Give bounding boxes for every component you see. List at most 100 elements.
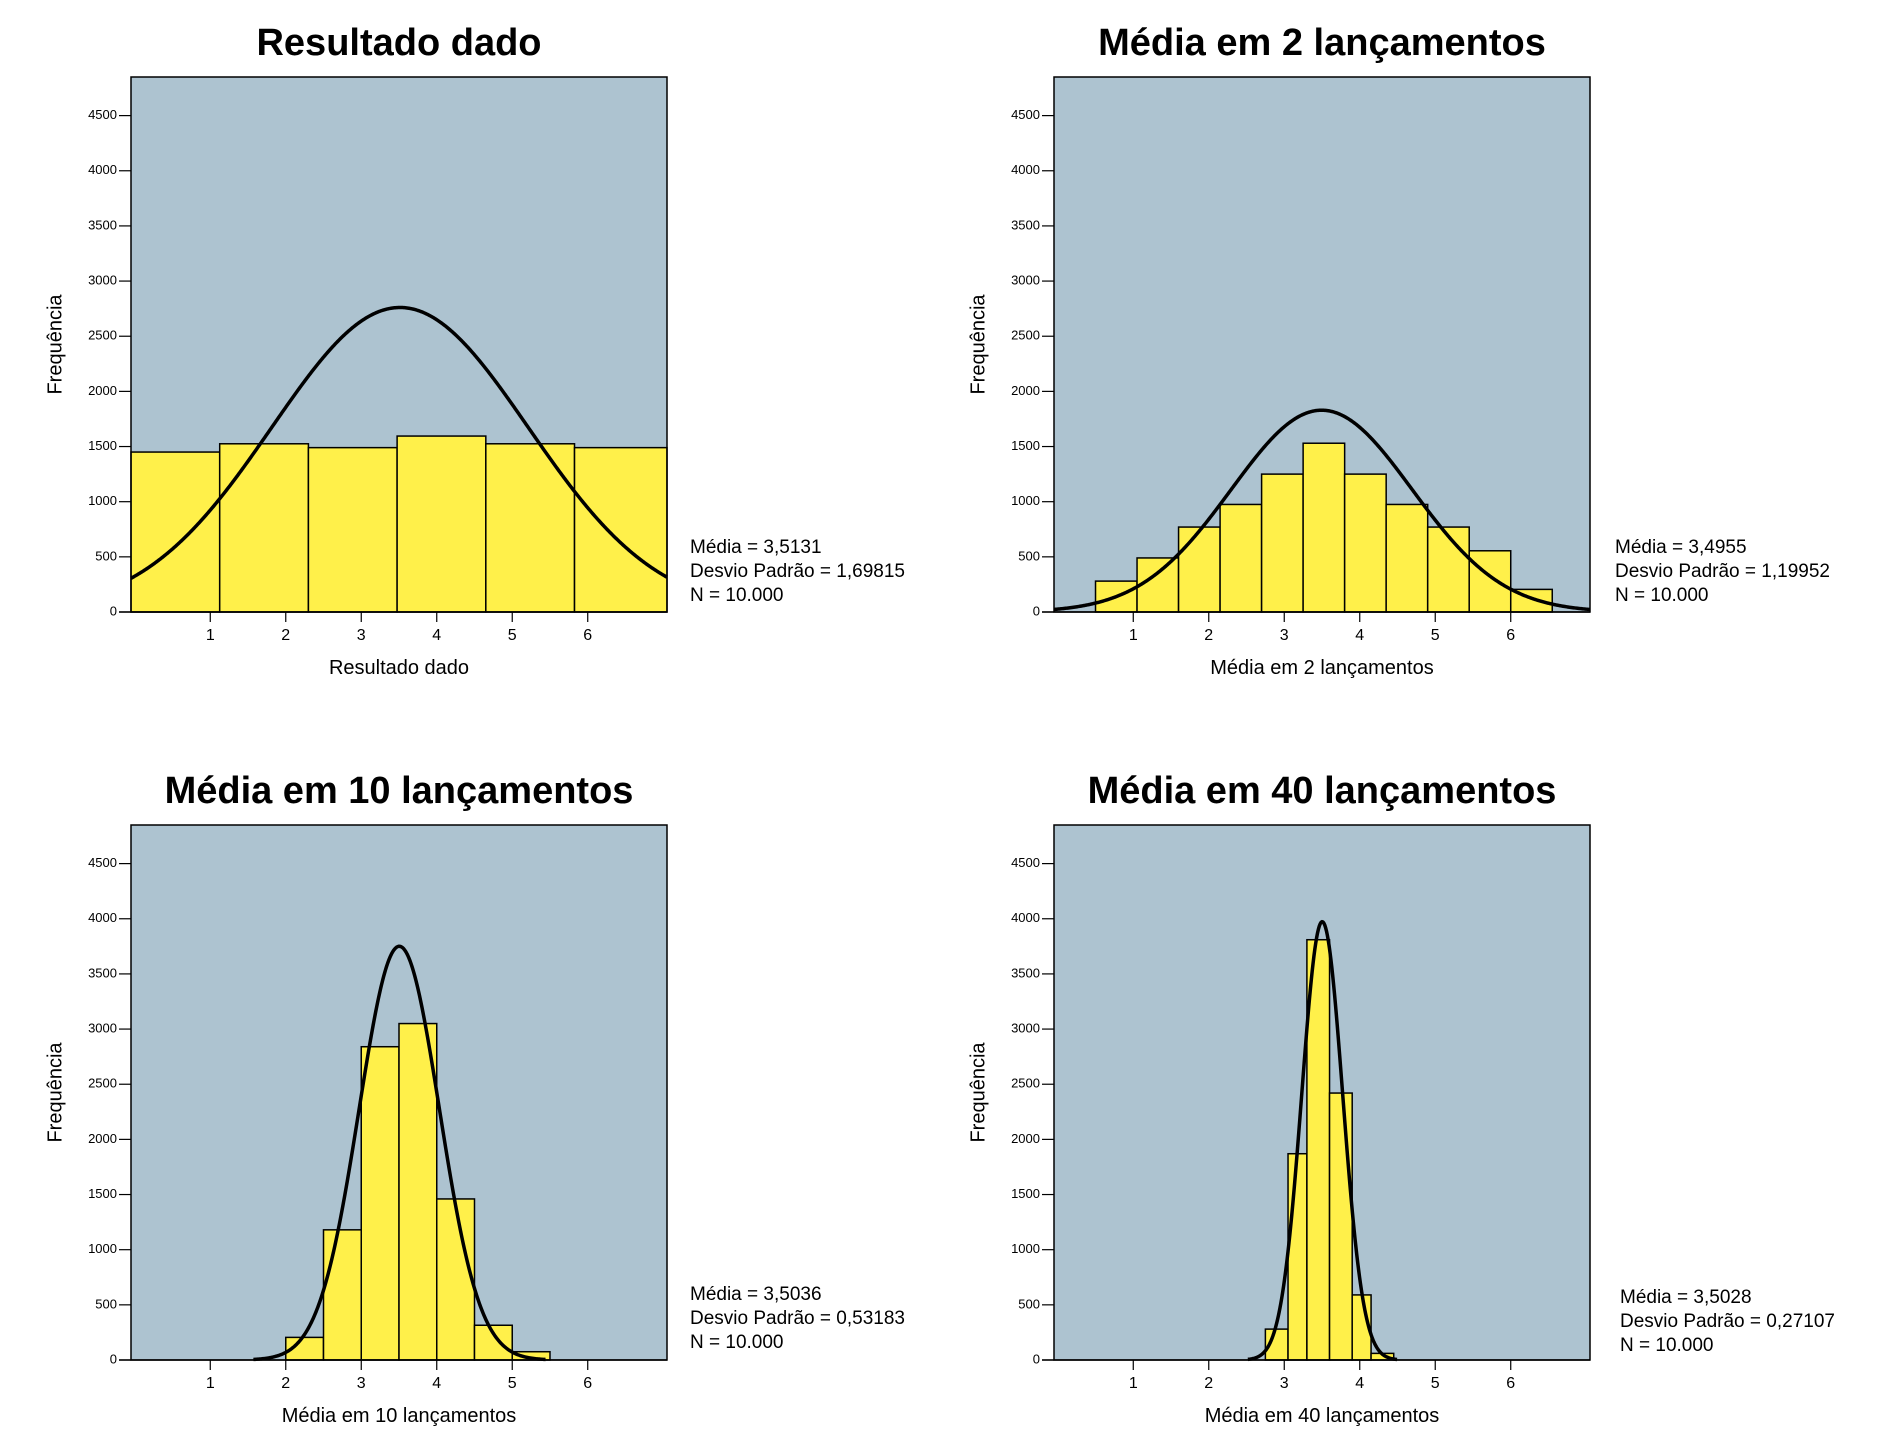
y-tick-label: 500 [1018,1296,1040,1311]
x-tick-label: 3 [357,1375,366,1392]
y-tick-label: 2000 [88,383,117,398]
stats-line: Média = 3,5036 [690,1284,822,1305]
y-tick-label: 3000 [1011,1021,1040,1036]
y-tick-label: 1500 [1011,438,1040,453]
y-axis-label: Frequência [967,1042,989,1143]
y-tick-label: 3000 [88,1021,117,1036]
y-tick-label: 500 [1018,548,1040,563]
y-tick-label: 1500 [88,1186,117,1201]
y-tick-label: 2500 [88,328,117,343]
x-tick-label: 4 [432,627,441,644]
stats-line: Desvio Padrão = 1,69815 [690,561,905,582]
y-tick-label: 3500 [1011,217,1040,232]
y-tick-label: 4500 [88,107,117,122]
x-tick-label: 6 [583,627,592,644]
stats-line: N = 10.000 [1620,1335,1714,1356]
histogram-bar [435,1198,476,1361]
histogram-bar [396,435,487,613]
histogram-bar [322,1229,363,1361]
histogram-bar [1385,503,1429,613]
x-tick-label: 2 [281,627,290,644]
y-tick-label: 2500 [1011,1076,1040,1091]
x-tick-label: 1 [206,1375,215,1392]
x-tick-label: 1 [1129,1375,1138,1392]
y-tick-label: 0 [1033,1351,1040,1366]
y-tick-label: 500 [95,1296,117,1311]
stats-line: N = 10.000 [690,1332,784,1353]
x-tick-label: 3 [1280,627,1289,644]
histogram-panel-3: Média em 10 lançamentos 0 500 1000 1500 2000 2… [44,770,905,1427]
histogram-bar [573,446,668,613]
stats-line: Média = 3,4955 [1615,537,1747,558]
y-tick-label: 2500 [88,1076,117,1091]
y-tick-label: 3000 [88,273,117,288]
y-tick-label: 4500 [88,855,117,870]
stats-line: N = 10.000 [690,585,784,606]
x-tick-label: 3 [357,627,366,644]
y-tick-label: 500 [95,548,117,563]
histogram-bar [1136,557,1180,613]
y-tick-label: 0 [1033,603,1040,618]
x-tick-label: 2 [1204,1375,1213,1392]
y-tick-label: 4000 [1011,910,1040,925]
x-tick-label: 5 [508,1375,517,1392]
stats-line: Desvio Padrão = 0,27107 [1620,1311,1835,1332]
histogram-bar [1426,526,1470,613]
y-tick-label: 4000 [1011,162,1040,177]
chart-title: Resultado dado [256,22,541,64]
x-axis-label: Média em 10 lançamentos [282,1405,517,1427]
y-tick-label: 3000 [1011,273,1040,288]
y-tick-label: 1000 [88,1241,117,1256]
x-tick-label: 4 [1355,627,1364,644]
y-axis-label: Frequência [44,1042,66,1143]
x-tick-label: 1 [206,627,215,644]
y-tick-label: 4500 [1011,107,1040,122]
y-tick-label: 1000 [1011,1241,1040,1256]
histogram-bar [1468,550,1512,613]
normal-curve [1247,919,1398,1362]
y-tick-label: 1000 [88,493,117,508]
x-axis-label: Média em 40 lançamentos [1205,1405,1440,1427]
x-tick-label: 6 [1506,1375,1515,1392]
x-tick-label: 1 [1129,627,1138,644]
histogram-panel-2: Média em 2 lançamentos050010001500200025… [967,22,1830,679]
x-tick-label: 3 [1280,1375,1289,1392]
chart-title: Média em 40 lançamentos [1088,770,1557,812]
x-axis-label: Resultado dado [329,657,469,679]
histogram-bar [1260,473,1304,613]
y-axis-label: Frequência [44,294,66,395]
y-tick-label: 2500 [1011,328,1040,343]
y-tick-label: 3500 [88,965,117,980]
histogram-bar [1302,442,1346,613]
x-tick-label: 5 [1431,627,1440,644]
y-tick-label: 2000 [88,1131,117,1146]
stats-line: Média = 3,5028 [1620,1287,1752,1308]
histogram-bar [1328,1092,1353,1361]
histogram-bar [1343,473,1387,613]
x-tick-label: 4 [432,1375,441,1392]
x-tick-label: 5 [1431,1375,1440,1392]
y-tick-label: 3500 [88,217,117,232]
histogram-bar [485,443,576,613]
y-tick-label: 4500 [1011,855,1040,870]
x-tick-label: 2 [1204,627,1213,644]
histogram-bar [360,1045,400,1361]
histogram-bar [307,446,398,613]
chart-title: Média em 10 lançamentos [165,770,634,812]
x-tick-label: 5 [508,627,517,644]
y-axis-label: Frequência [967,294,989,395]
stats-line: N = 10.000 [1615,585,1709,606]
stats-line: Média = 3,5131 [690,537,822,558]
y-tick-label: 3500 [1011,965,1040,980]
stats-line: Desvio Padrão = 0,53183 [690,1308,905,1329]
normal-curve [252,944,547,1362]
normal-curve [130,305,668,580]
y-tick-label: 1000 [1011,493,1040,508]
histogram-bar [1219,503,1263,613]
histogram-bar [1287,1152,1308,1361]
x-axis-label: Média em 2 lançamentos [1210,657,1433,679]
histogram-panel-1: Resultado dado05001000150020002500300035… [44,22,905,679]
chart-title: Média em 2 lançamentos [1098,22,1546,64]
x-tick-label: 6 [1506,627,1515,644]
